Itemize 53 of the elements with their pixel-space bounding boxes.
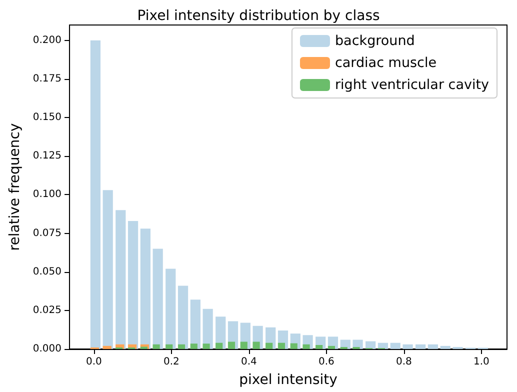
bar — [266, 342, 273, 349]
bar — [178, 286, 188, 349]
y-tick-label: 0.050 — [32, 266, 62, 278]
bar — [390, 342, 400, 349]
bar — [128, 220, 138, 349]
y-tick-label: 0.075 — [32, 228, 62, 239]
bar — [402, 344, 413, 349]
legend-label: right ventricular cavity — [334, 77, 490, 93]
bar — [416, 344, 426, 349]
bar — [290, 343, 298, 349]
legend-label: background — [334, 33, 415, 49]
x-tick-label: 0.0 — [86, 356, 102, 368]
bar — [166, 344, 173, 349]
bar — [90, 40, 101, 349]
y-tick-label: 0.150 — [32, 112, 62, 124]
bar — [278, 342, 286, 349]
y-tick-label: 0.025 — [32, 304, 62, 316]
bar — [252, 342, 260, 349]
y-tick-label: 0.125 — [32, 150, 62, 162]
bar — [152, 248, 163, 349]
y-tick-label: 0.100 — [32, 189, 62, 200]
x-tick-label: 1.0 — [473, 356, 490, 368]
x-axis-title: pixel intensity — [239, 372, 338, 388]
bar — [152, 344, 160, 349]
bar — [116, 210, 126, 349]
bar — [190, 300, 200, 349]
chart-title: Pixel intensity distribution by class — [137, 8, 380, 24]
bar — [202, 344, 210, 349]
bar — [228, 342, 236, 349]
bar — [240, 342, 248, 349]
bar — [302, 344, 310, 349]
x-tick-label: 0.4 — [240, 356, 257, 368]
y-tick-label: 0.175 — [32, 74, 62, 84]
y-tick-label: 0.000 — [32, 344, 62, 354]
y-axis-title: relative frequency — [7, 123, 23, 251]
bar — [428, 344, 438, 349]
x-tick-label: 0.8 — [396, 356, 412, 368]
legend-label: cardiac muscle — [334, 55, 437, 71]
x-tick-label: 0.6 — [318, 356, 334, 368]
bar — [316, 344, 323, 349]
bar — [166, 268, 176, 349]
bar — [216, 342, 223, 349]
bar — [102, 190, 113, 349]
bar — [202, 308, 213, 349]
bar — [366, 341, 376, 349]
x-tick-label: 0.2 — [163, 356, 180, 368]
bar — [178, 344, 186, 349]
bar — [140, 228, 150, 349]
bar — [102, 346, 112, 349]
bar — [328, 346, 336, 349]
y-tick-label: 0.200 — [32, 34, 62, 46]
bar — [190, 344, 198, 349]
bar — [440, 346, 450, 349]
